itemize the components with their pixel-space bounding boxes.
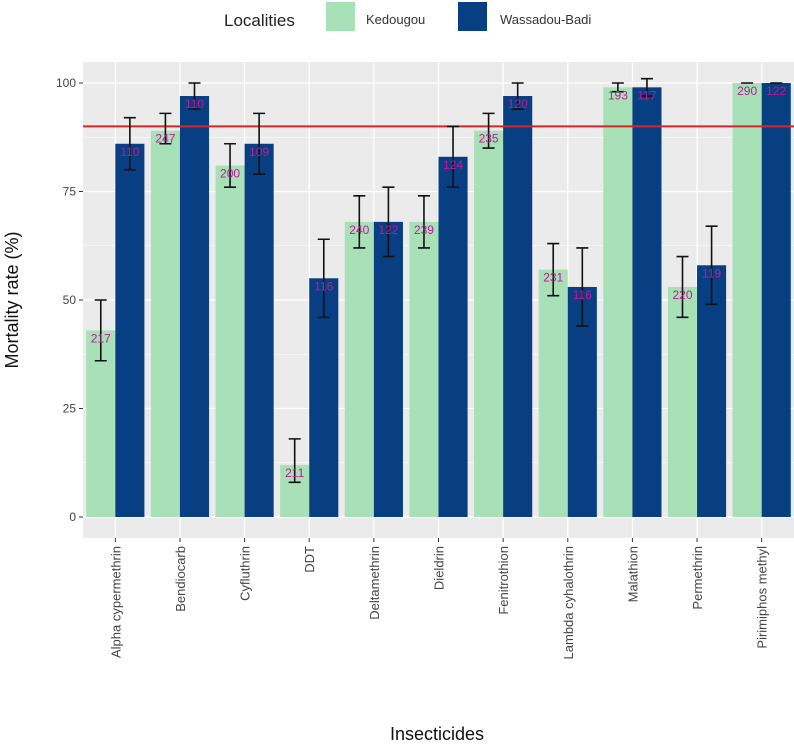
bar-wassadou-badi: [761, 83, 791, 517]
sample-size-label: 235: [479, 132, 499, 146]
sample-size-label: 124: [443, 158, 463, 172]
error-bar: [188, 82, 201, 110]
sample-size-label: 193: [608, 88, 628, 102]
bar-wassadou-badi: [244, 143, 274, 517]
bar-kedougou: [474, 130, 504, 518]
legend-swatch-kedougou: [326, 2, 355, 31]
sample-size-label: 240: [349, 223, 369, 237]
sample-size-label: 116: [314, 279, 333, 293]
bar-wassadou-badi: [373, 221, 403, 517]
bar-kedougou: [409, 221, 439, 517]
x-tick-label: Cyfluthrin: [238, 546, 253, 601]
bar-kedougou: [344, 221, 374, 517]
sample-size-label: 231: [543, 271, 563, 285]
x-tick-label: Bendiocarb: [173, 546, 188, 612]
sample-size-label: 200: [220, 166, 240, 180]
sample-size-label: 239: [414, 223, 434, 237]
sample-size-label: 110: [120, 145, 139, 159]
legend-label-kedougou: Kedougou: [366, 12, 425, 27]
error-bar: [317, 238, 330, 319]
legend: Localities Kedougou Wassadou-Badi: [224, 2, 591, 31]
x-tick-label: Malathion: [625, 546, 640, 602]
error-bar: [353, 195, 366, 249]
x-tick-label: Lambda cyhalothrin: [561, 546, 576, 659]
sample-size-label: 110: [185, 97, 204, 111]
error-bar: [288, 438, 301, 484]
bar-kedougou: [732, 83, 762, 517]
legend-label-wassadou-badi: Wassadou-Badi: [500, 12, 591, 27]
bar-kedougou: [215, 165, 245, 517]
x-tick-label: Alpha cypermethrin: [108, 546, 123, 658]
y-tick-label: 100: [56, 76, 76, 90]
y-axis-title: Mortality rate (%): [2, 231, 22, 368]
bar-kedougou: [150, 130, 180, 518]
error-bar: [159, 112, 172, 145]
bar-wassadou-badi: [438, 156, 468, 517]
sample-size-label: 220: [672, 288, 692, 302]
y-tick-label: 25: [63, 402, 77, 416]
error-bar: [611, 82, 624, 93]
error-bar: [94, 299, 107, 362]
sample-size-label: 117: [637, 88, 656, 102]
bar-kedougou: [667, 286, 698, 517]
bar-wassadou-badi: [697, 265, 727, 517]
legend-title: Localities: [224, 11, 295, 30]
sample-size-label: 120: [508, 97, 528, 111]
error-bar: [547, 242, 560, 297]
sample-size-label: 109: [249, 145, 269, 159]
error-bar: [640, 77, 653, 97]
error-bar: [253, 112, 266, 175]
bar-kedougou: [538, 269, 568, 517]
x-axis-title: Insecticides: [390, 724, 484, 744]
sample-size-label: 211: [285, 466, 304, 480]
error-bar: [123, 116, 136, 171]
error-bar: [417, 195, 430, 249]
y-tick-label: 0: [69, 510, 76, 524]
bar-wassadou-badi: [179, 96, 210, 518]
error-bar: [482, 112, 495, 149]
error-bar: [382, 186, 395, 258]
y-tick-label: 75: [63, 185, 77, 199]
bar-wassadou-badi: [632, 87, 662, 517]
sample-size-label: 122: [378, 223, 398, 237]
sample-size-label: 247: [155, 132, 175, 146]
x-tick-label: Fenitrothion: [496, 546, 511, 615]
x-tick-label: Permethrin: [690, 546, 705, 610]
error-bar: [511, 82, 524, 110]
x-tick-label: Deltamethrin: [367, 546, 382, 620]
sample-size-label: 119: [702, 266, 721, 280]
sample-size-label: 217: [91, 331, 111, 345]
bar-kedougou: [603, 87, 633, 517]
x-tick-label: DDT: [302, 546, 317, 573]
sample-size-label: 122: [766, 84, 786, 98]
error-bar: [705, 225, 718, 306]
y-tick-label: 50: [63, 293, 77, 307]
sample-size-label: 290: [737, 84, 757, 98]
error-bar: [576, 247, 589, 327]
bar-wassadou-badi: [503, 96, 533, 518]
error-bar: [447, 125, 460, 188]
sample-size-label: 116: [573, 288, 592, 302]
bar-wassadou-badi: [115, 143, 145, 517]
error-bar: [676, 255, 689, 319]
legend-swatch-wassadou-badi: [458, 2, 487, 31]
x-tick-label: Dieldrin: [432, 546, 447, 590]
x-tick-label: Pirimiphos methyl: [755, 546, 770, 649]
error-bar: [224, 142, 237, 188]
